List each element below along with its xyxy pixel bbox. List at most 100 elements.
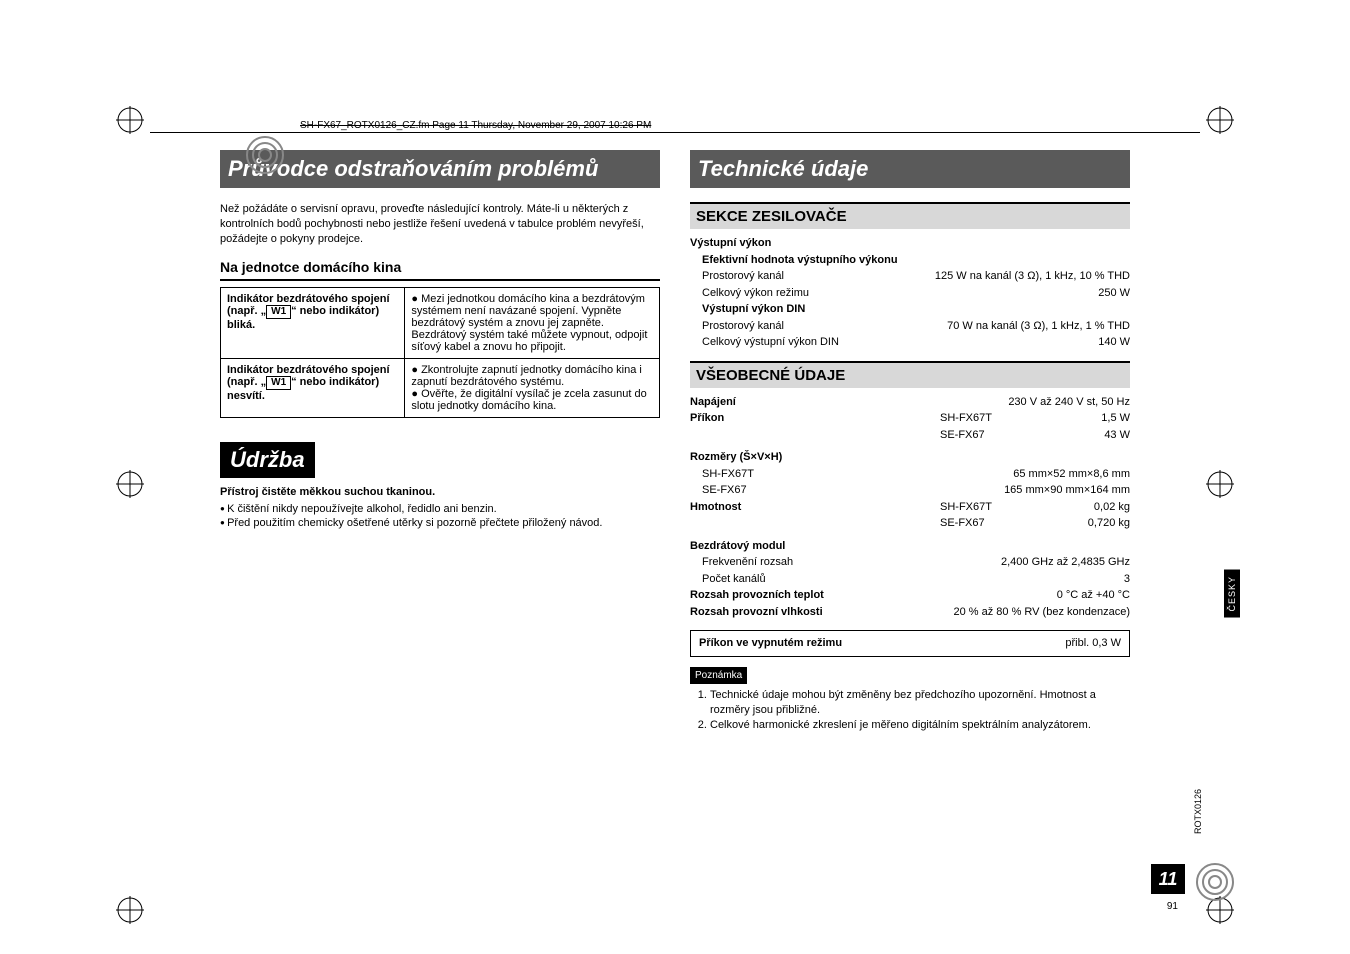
spacer [690, 515, 940, 532]
spec-model: SE-FX67 [940, 427, 1050, 444]
spec-key: Rozsah provozní vlhkosti [690, 604, 829, 621]
specs-heading: Technické údaje [690, 150, 1130, 188]
spec-value: 20 % až 80 % RV (bez kondenzace) [953, 604, 1130, 621]
spec-value: 0 °C až +40 °C [1057, 587, 1130, 604]
spec-row: SE-FX67 0,720 kg [690, 515, 1130, 532]
spec-value: 70 W na kanál (3 Ω), 1 kHz, 1 % THD [947, 318, 1130, 335]
spacer [690, 427, 940, 444]
list-item: Celkové harmonické zkreslení je měřeno d… [710, 718, 1130, 733]
spec-row: Hmotnost SH-FX67T 0,02 kg [690, 499, 1130, 516]
spec-model: SE-FX67 [702, 482, 753, 499]
spec-row: Prostorový kanál 70 W na kanál (3 Ω), 1 … [690, 318, 1130, 335]
spec-label: Efektivní hodnota výstupního výkonu [690, 252, 1130, 269]
subsection-heading: Na jednotce domácího kina [220, 259, 660, 275]
spec-value: 125 W na kanál (3 Ω), 1 kHz, 10 % THD [935, 268, 1130, 285]
standby-box: Příkon ve vypnutém režimu přibl. 0,3 W [690, 630, 1130, 657]
spec-value: 43 W [1050, 427, 1130, 444]
amp-specs: Výstupní výkon Efektivní hodnota výstupn… [690, 235, 1130, 351]
registration-mark-icon [1206, 106, 1234, 134]
header-filename: SH-FX67_ROTX0126_CZ.fm Page 11 Thursday,… [300, 120, 651, 131]
spec-key: Počet kanálů [702, 571, 772, 588]
spec-row: SE-FX67 43 W [690, 427, 1130, 444]
spec-value: 230 V až 240 V st, 50 Hz [1008, 394, 1130, 411]
symptom-line1: Indikátor bezdrátového spojení [227, 293, 390, 305]
spec-row: SE-FX67 165 mm×90 mm×164 mm [690, 482, 1130, 499]
spec-value: 0,720 kg [1050, 515, 1130, 532]
indicator-box: W1 [266, 376, 291, 390]
two-columns: Průvodce odstraňováním problémů Než požá… [220, 150, 1130, 734]
spec-label: Výstupní výkon [690, 235, 1130, 252]
spec-row: Celkový výkon režimu 250 W [690, 285, 1130, 302]
spec-row: Celkový výstupní výkon DIN 140 W [690, 334, 1130, 351]
spec-key: Příkon [690, 410, 940, 427]
list-item: Technické údaje mohou být změněny bez př… [710, 688, 1130, 719]
heading-rule [220, 279, 660, 281]
standby-value: přibl. 0,3 W [1065, 635, 1121, 652]
maintenance-sub: Přístroj čistěte měkkou suchou tkaninou. [220, 486, 660, 498]
spec-row: Rozsah provozních teplot 0 °C až +40 °C [690, 587, 1130, 604]
spec-key: Prostorový kanál [702, 318, 790, 335]
spec-value: 165 mm×90 mm×164 mm [1004, 482, 1130, 499]
header-rule [150, 132, 1200, 133]
page-number-box: 11 [1151, 864, 1185, 894]
folio-number: 91 [1167, 901, 1178, 912]
spec-row: Prostorový kanál 125 W na kanál (3 Ω), 1… [690, 268, 1130, 285]
note-tag: Poznámka [690, 667, 747, 684]
spec-model: SH-FX67T [940, 410, 1050, 427]
table-row: Indikátor bezdrátového spojení (např. „W… [221, 287, 660, 358]
spec-row: Počet kanálů 3 [690, 571, 1130, 588]
troubleshooting-table: Indikátor bezdrátového spojení (např. „W… [220, 287, 660, 418]
registration-mark-icon [116, 106, 144, 134]
left-column: Průvodce odstraňováním problémů Než požá… [220, 150, 660, 734]
list-item: Před použitím chemicky ošetřené utěrky s… [220, 516, 660, 531]
registration-mark-icon [116, 896, 144, 924]
troubleshooting-intro: Než požádáte o servisní opravu, proveďte… [220, 202, 660, 247]
spec-label: Bezdrátový modul [690, 538, 1130, 555]
troubleshooting-heading: Průvodce odstraňováním problémů [220, 150, 660, 188]
spec-key: Celkový výkon režimu [702, 285, 815, 302]
spec-row: SH-FX67T 65 mm×52 mm×8,6 mm [690, 466, 1130, 483]
spec-key: Napájení [690, 394, 742, 411]
spec-value: 250 W [1098, 285, 1130, 302]
maintenance-heading: Údržba [220, 442, 315, 478]
symptom-cell: Indikátor bezdrátového spojení (např. „W… [221, 358, 405, 417]
spec-key: Prostorový kanál [702, 268, 790, 285]
spec-key: Rozsah provozních teplot [690, 587, 830, 604]
spec-value: 1,5 W [1050, 410, 1130, 427]
spec-row: Příkon SH-FX67T 1,5 W [690, 410, 1130, 427]
registration-mark-icon [1206, 470, 1234, 498]
general-specs: Napájení 230 V až 240 V st, 50 Hz Příkon… [690, 394, 1130, 734]
symptom-prefix: (např. „ [227, 376, 266, 388]
spec-row: Rozsah provozní vlhkosti 20 % až 80 % RV… [690, 604, 1130, 621]
spec-model: SH-FX67T [702, 466, 760, 483]
remedy-cell: ● Zkontrolujte zapnutí jednotky domácího… [405, 358, 660, 417]
standby-label: Příkon ve vypnutém režimu [699, 635, 842, 652]
amp-section-bar: SEKCE ZESILOVAČE [690, 202, 1130, 229]
spec-label: Rozměry (Š×V×H) [690, 449, 1130, 466]
binder-ring-icon [245, 135, 285, 175]
binder-ring-icon [1195, 862, 1235, 902]
language-tab: ČESKY [1224, 570, 1240, 618]
notes-list: Technické údaje mohou být změněny bez př… [690, 688, 1130, 734]
spec-value: 2,400 GHz až 2,4835 GHz [1001, 554, 1130, 571]
spec-value: 3 [1124, 571, 1130, 588]
spec-model: SE-FX67 [940, 515, 1050, 532]
indicator-box: W1 [266, 305, 291, 319]
spec-value: 65 mm×52 mm×8,6 mm [1013, 466, 1130, 483]
spec-label: Výstupní výkon DIN [690, 301, 1130, 318]
symptom-prefix: (např. „ [227, 305, 266, 317]
right-column: Technické údaje SEKCE ZESILOVAČE Výstupn… [690, 150, 1130, 734]
spec-row: Napájení 230 V až 240 V st, 50 Hz [690, 394, 1130, 411]
general-section-bar: VŠEOBECNÉ ÚDAJE [690, 361, 1130, 388]
list-item: K čištění nikdy nepoužívejte alkohol, ře… [220, 502, 660, 517]
remedy-cell: ● Mezi jednotkou domácího kina a bezdrát… [405, 287, 660, 358]
maintenance-list: K čištění nikdy nepoužívejte alkohol, ře… [220, 502, 660, 532]
spec-key: Frekvenění rozsah [702, 554, 799, 571]
spec-model: SH-FX67T [940, 499, 1050, 516]
table-row: Indikátor bezdrátového spojení (např. „W… [221, 358, 660, 417]
symptom-line1: Indikátor bezdrátového spojení [227, 364, 390, 376]
spec-key: Hmotnost [690, 499, 940, 516]
page-content: Průvodce odstraňováním problémů Než požá… [220, 150, 1130, 734]
spec-key: Celkový výstupní výkon DIN [702, 334, 845, 351]
spec-value: 0,02 kg [1050, 499, 1130, 516]
